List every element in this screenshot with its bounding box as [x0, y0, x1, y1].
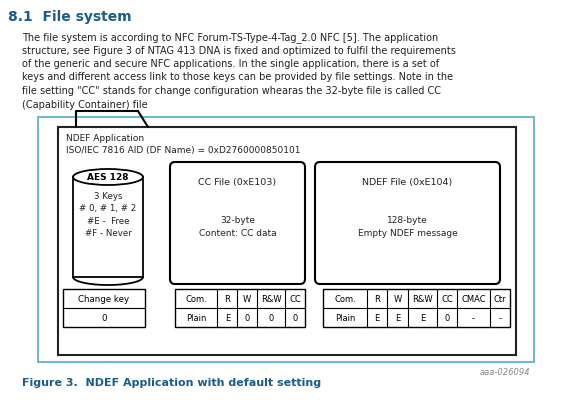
Text: 0: 0: [244, 313, 250, 322]
Text: W: W: [243, 294, 251, 303]
Text: E: E: [375, 313, 380, 322]
Text: Plain: Plain: [335, 313, 355, 322]
Text: 8.1  File system: 8.1 File system: [8, 10, 132, 24]
Text: R&W: R&W: [261, 294, 282, 303]
Text: E: E: [224, 313, 230, 322]
Text: 0: 0: [292, 313, 297, 322]
Text: Plain: Plain: [186, 313, 206, 322]
FancyBboxPatch shape: [63, 289, 145, 327]
Text: (Capability Container) file: (Capability Container) file: [22, 99, 148, 109]
FancyBboxPatch shape: [58, 128, 516, 355]
Text: CC: CC: [289, 294, 301, 303]
Text: structure, see Figure 3 of NTAG 413 DNA is fixed and optimized to fulfil the req: structure, see Figure 3 of NTAG 413 DNA …: [22, 45, 456, 55]
Text: 32-byte
Content: CC data: 32-byte Content: CC data: [199, 216, 276, 238]
Text: 0: 0: [445, 313, 450, 322]
Text: -: -: [472, 313, 475, 322]
Text: 0: 0: [101, 313, 107, 322]
Text: aaa-026094: aaa-026094: [480, 367, 530, 376]
Text: 3 Keys
# 0, # 1, # 2
#E -  Free
#F - Never: 3 Keys # 0, # 1, # 2 #E - Free #F - Neve…: [79, 191, 136, 238]
Text: Change key: Change key: [78, 294, 130, 303]
Text: E: E: [420, 313, 425, 322]
Text: CMAC: CMAC: [461, 294, 486, 303]
Text: R: R: [374, 294, 380, 303]
Text: W: W: [393, 294, 401, 303]
Text: keys and different access link to those keys can be provided by file settings. N: keys and different access link to those …: [22, 72, 453, 82]
Text: NDEF Application
ISO/IEC 7816 AID (DF Name) = 0xD2760000850101: NDEF Application ISO/IEC 7816 AID (DF Na…: [66, 134, 300, 155]
Text: 0: 0: [268, 313, 274, 322]
Text: Ctr: Ctr: [493, 294, 506, 303]
Text: of the generic and secure NFC applications. In the single application, there is : of the generic and secure NFC applicatio…: [22, 59, 439, 69]
Text: NDEF File (0xE104): NDEF File (0xE104): [363, 178, 453, 187]
Text: -: -: [498, 313, 501, 322]
FancyBboxPatch shape: [315, 163, 500, 284]
Text: R: R: [224, 294, 230, 303]
Text: 128-byte
Empty NDEF message: 128-byte Empty NDEF message: [357, 216, 457, 238]
Text: Com.: Com.: [334, 294, 356, 303]
Text: E: E: [395, 313, 400, 322]
FancyBboxPatch shape: [73, 178, 143, 277]
Text: CC File (0xE103): CC File (0xE103): [199, 178, 276, 187]
Text: The file system is according to NFC Forum-TS-Type-4-Tag_2.0 NFC [5]. The applica: The file system is according to NFC Foru…: [22, 32, 439, 43]
FancyBboxPatch shape: [38, 118, 534, 362]
Text: AES 128: AES 128: [87, 173, 128, 182]
FancyBboxPatch shape: [175, 289, 305, 327]
Text: Figure 3.  NDEF Application with default setting: Figure 3. NDEF Application with default …: [22, 377, 321, 387]
Text: R&W: R&W: [412, 294, 433, 303]
Ellipse shape: [73, 170, 143, 186]
FancyBboxPatch shape: [170, 163, 305, 284]
FancyBboxPatch shape: [323, 289, 510, 327]
Text: file setting "CC" stands for change configuration whearas the 32-byte file is ca: file setting "CC" stands for change conf…: [22, 86, 441, 96]
Text: CC: CC: [441, 294, 453, 303]
Text: Com.: Com.: [186, 294, 207, 303]
